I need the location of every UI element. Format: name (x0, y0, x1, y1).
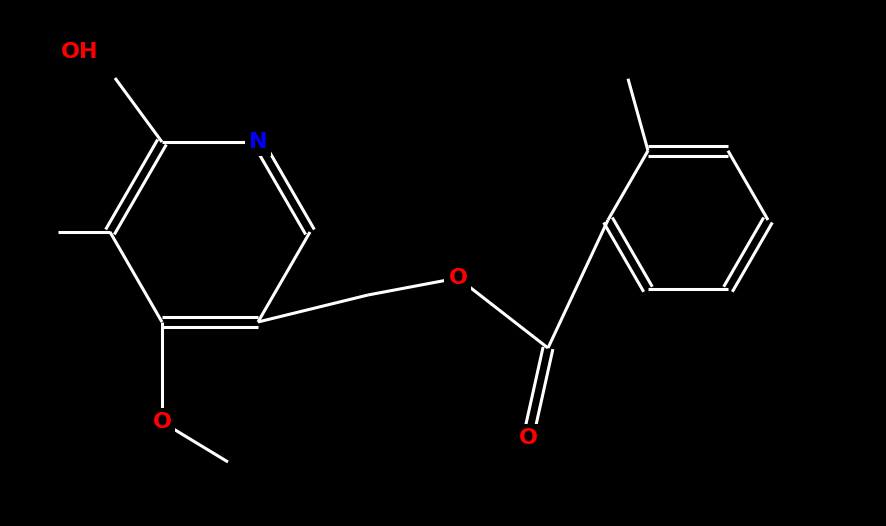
Text: OH: OH (61, 42, 98, 62)
Text: O: O (448, 268, 467, 288)
Text: O: O (152, 412, 171, 432)
Text: N: N (248, 132, 267, 152)
Text: O: O (518, 428, 537, 448)
